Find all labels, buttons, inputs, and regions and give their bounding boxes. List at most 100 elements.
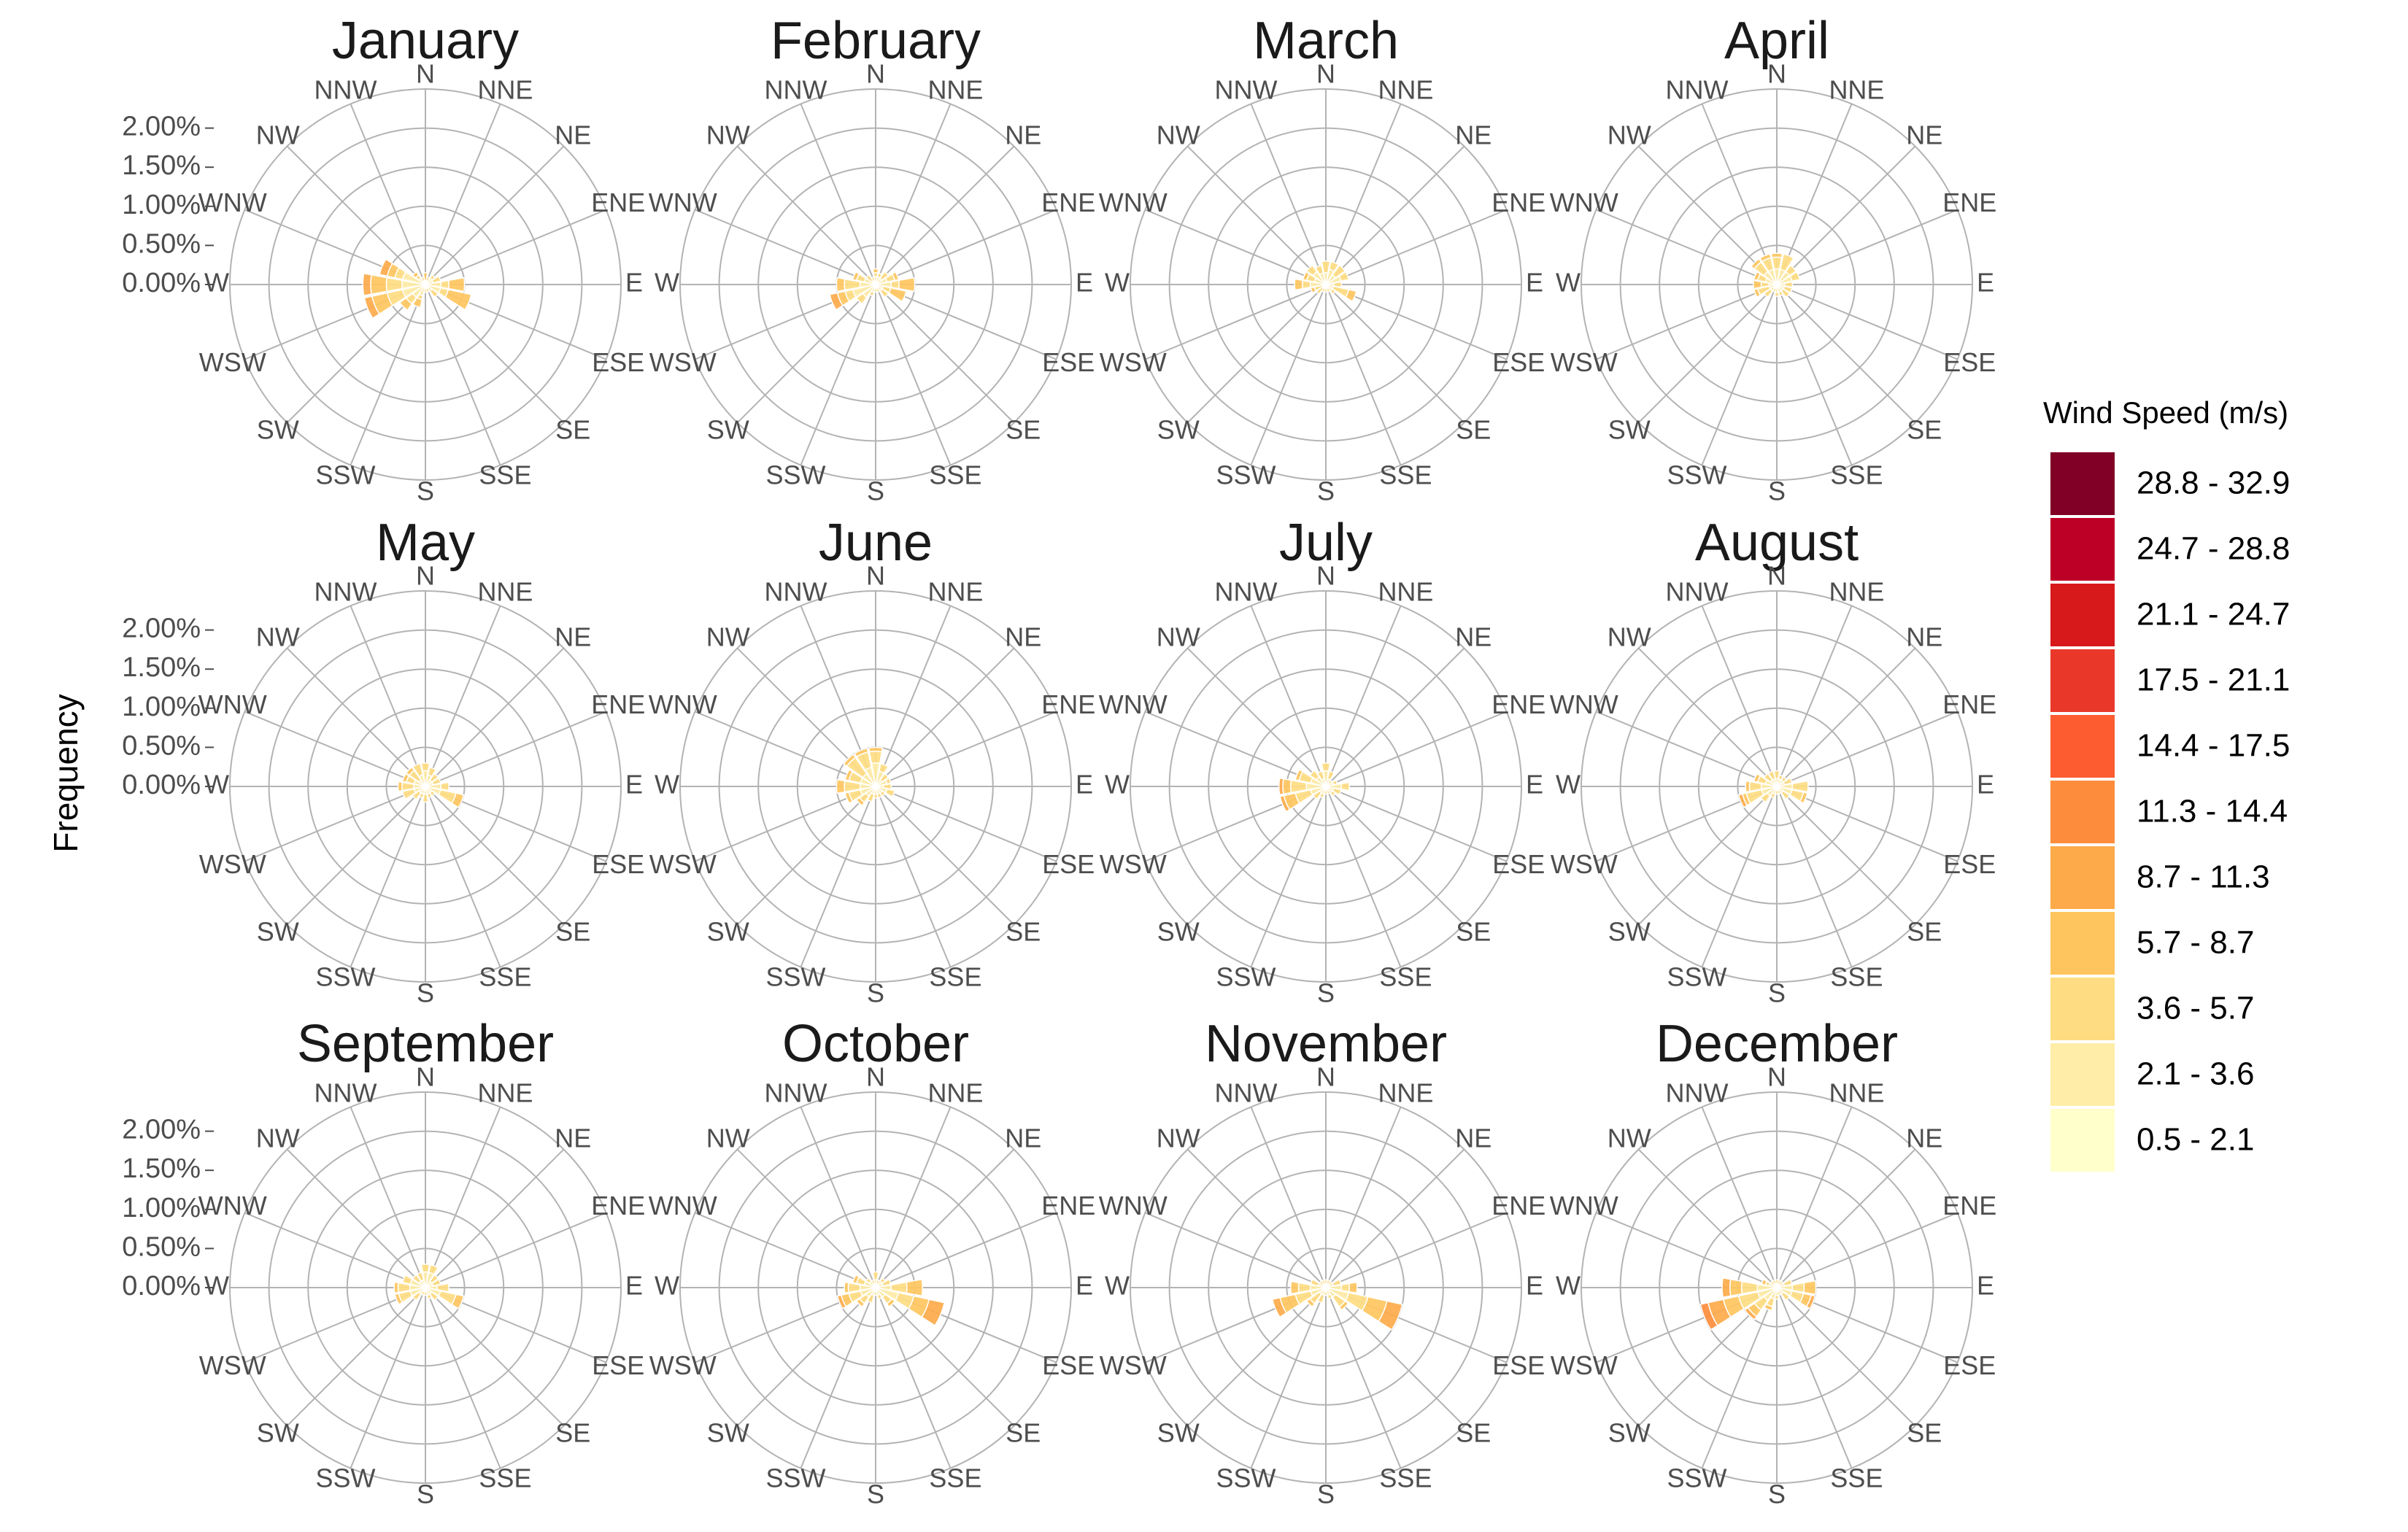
panel-title: November bbox=[1205, 1015, 1447, 1073]
wedge-december-e bbox=[1803, 1280, 1817, 1296]
grid-spoke bbox=[1637, 145, 1778, 285]
direction-label: SSW bbox=[766, 1463, 826, 1493]
direction-label: ESE bbox=[1042, 347, 1095, 377]
direction-label: NNW bbox=[1215, 576, 1278, 606]
direction-label: S bbox=[867, 1479, 884, 1509]
radial-tick-label: 1.00% bbox=[122, 1193, 201, 1223]
wedge-june-nne bbox=[878, 762, 890, 774]
direction-label: W bbox=[204, 770, 229, 800]
legend-label: 0.5 - 2.1 bbox=[2137, 1122, 2254, 1158]
grid-spoke bbox=[425, 284, 501, 465]
radial-tick-label: 0.00% bbox=[122, 268, 201, 298]
direction-label: NW bbox=[1608, 1123, 1651, 1153]
direction-label: NE bbox=[1906, 1123, 1942, 1153]
grid-spoke bbox=[425, 1107, 501, 1288]
direction-label: NW bbox=[256, 120, 300, 150]
direction-label: SE bbox=[1456, 415, 1491, 445]
wedge-may-nnw bbox=[412, 762, 424, 778]
panel-title: September bbox=[297, 1015, 554, 1073]
grid-spoke bbox=[1776, 647, 1916, 787]
grid-spoke bbox=[1250, 786, 1327, 967]
direction-label: SSW bbox=[1667, 1463, 1727, 1493]
direction-label: E bbox=[1076, 268, 1093, 298]
grid-spoke bbox=[425, 786, 501, 967]
direction-label: WSW bbox=[1551, 1350, 1618, 1380]
direction-label: SSW bbox=[766, 460, 826, 490]
wedge-december-ese bbox=[1805, 1294, 1816, 1309]
grid-spoke bbox=[875, 1287, 952, 1469]
direction-label: WNW bbox=[198, 1191, 267, 1220]
direction-label: N bbox=[416, 561, 435, 591]
wedge-december-wnw bbox=[1761, 1278, 1768, 1286]
direction-label: S bbox=[1768, 978, 1786, 1008]
direction-label: E bbox=[1076, 770, 1093, 800]
grid-spoke bbox=[1325, 786, 1465, 926]
wedge-september-ese bbox=[451, 1293, 465, 1309]
direction-label: ESE bbox=[1492, 1350, 1545, 1380]
direction-label: ESE bbox=[592, 849, 644, 879]
wedge-july-wnw bbox=[1294, 768, 1304, 781]
direction-label: SE bbox=[1907, 917, 1942, 947]
direction-label: E bbox=[625, 1271, 643, 1301]
grid-spoke bbox=[1325, 1212, 1507, 1288]
grid-spoke bbox=[875, 145, 1015, 285]
direction-label: W bbox=[655, 770, 679, 800]
wedge-february-ese bbox=[888, 287, 907, 303]
direction-label: ENE bbox=[1492, 1191, 1545, 1220]
grid-spoke bbox=[1637, 647, 1778, 787]
wedge-june-n bbox=[868, 751, 883, 765]
grid-spoke bbox=[875, 1107, 952, 1288]
direction-label: SW bbox=[257, 415, 299, 445]
grid-spoke bbox=[1325, 1287, 1465, 1427]
legend-swatch bbox=[2050, 518, 2115, 581]
wedge-december-nnw bbox=[1772, 1279, 1777, 1285]
direction-label: NNE bbox=[1829, 74, 1884, 104]
grid-spoke bbox=[695, 786, 876, 862]
grid-spoke bbox=[1701, 104, 1778, 285]
direction-label: ESE bbox=[1943, 849, 1996, 879]
direction-label: SSW bbox=[1216, 460, 1276, 490]
direction-label: NW bbox=[1157, 120, 1200, 150]
grid-spoke bbox=[286, 786, 426, 926]
direction-label: W bbox=[1556, 268, 1581, 298]
direction-label: E bbox=[1977, 1271, 1994, 1301]
panel-title: March bbox=[1253, 12, 1399, 70]
grid-spoke bbox=[1637, 1148, 1778, 1288]
panel-title: October bbox=[782, 1015, 969, 1073]
grid-spoke bbox=[736, 145, 876, 285]
wedge-april-nne bbox=[1779, 253, 1795, 272]
radial-tick-label: 2.00% bbox=[122, 112, 201, 142]
wedge-december-ssw bbox=[1763, 1303, 1774, 1312]
grid-spoke bbox=[1325, 1287, 1402, 1469]
direction-label: NW bbox=[706, 1123, 750, 1153]
grid-spoke bbox=[695, 711, 876, 787]
direction-label: SE bbox=[1907, 415, 1942, 445]
grid-spoke bbox=[736, 786, 876, 926]
grid-spoke bbox=[350, 786, 426, 967]
grid-spoke bbox=[350, 104, 426, 285]
grid-spoke bbox=[244, 1287, 426, 1363]
direction-label: S bbox=[867, 978, 884, 1008]
direction-label: WSW bbox=[649, 849, 717, 879]
direction-label: S bbox=[1317, 476, 1335, 506]
wedge-november-wsw bbox=[1271, 1296, 1287, 1318]
panel-title: December bbox=[1656, 1015, 1898, 1073]
wedge-november-sw bbox=[1305, 1298, 1316, 1308]
direction-label: SSE bbox=[479, 1463, 531, 1493]
grid-spoke bbox=[800, 284, 876, 465]
y-axis-label: Frequency bbox=[47, 694, 85, 852]
direction-label: NE bbox=[1906, 622, 1942, 651]
radial-tick-label: 1.50% bbox=[122, 1153, 201, 1184]
grid-spoke bbox=[1186, 284, 1327, 424]
direction-label: N bbox=[866, 561, 885, 591]
direction-label: SW bbox=[257, 1418, 299, 1448]
direction-label: S bbox=[1317, 978, 1335, 1008]
wedge-october-wnw bbox=[852, 1274, 860, 1285]
direction-label: E bbox=[1076, 1271, 1093, 1301]
chart-marks bbox=[362, 252, 1817, 1331]
grid-spoke bbox=[695, 1212, 876, 1288]
panel-june bbox=[679, 590, 1072, 983]
direction-label: WNW bbox=[198, 187, 267, 217]
wedge-february-sw bbox=[855, 293, 868, 305]
